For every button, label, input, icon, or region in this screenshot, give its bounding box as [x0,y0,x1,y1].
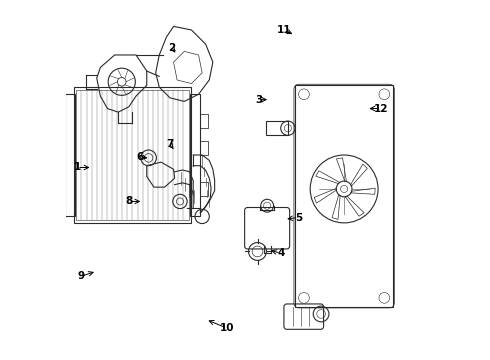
Bar [65,94,74,216]
Bar [200,182,208,196]
Text: 7: 7 [166,139,173,149]
Bar [74,87,192,223]
Bar [76,90,189,220]
Text: 6: 6 [136,152,143,162]
Text: 2: 2 [168,43,175,53]
Text: 12: 12 [373,104,388,113]
Text: 8: 8 [125,197,132,206]
Text: 1: 1 [74,162,81,172]
Bar [200,141,208,156]
Text: 4: 4 [277,248,284,258]
Text: 5: 5 [295,212,302,222]
Text: 3: 3 [256,95,263,105]
Text: 11: 11 [277,25,292,35]
Text: 10: 10 [220,323,234,333]
Bar [295,85,393,307]
Bar [200,114,208,128]
Bar [190,94,200,216]
Text: 9: 9 [77,271,84,282]
